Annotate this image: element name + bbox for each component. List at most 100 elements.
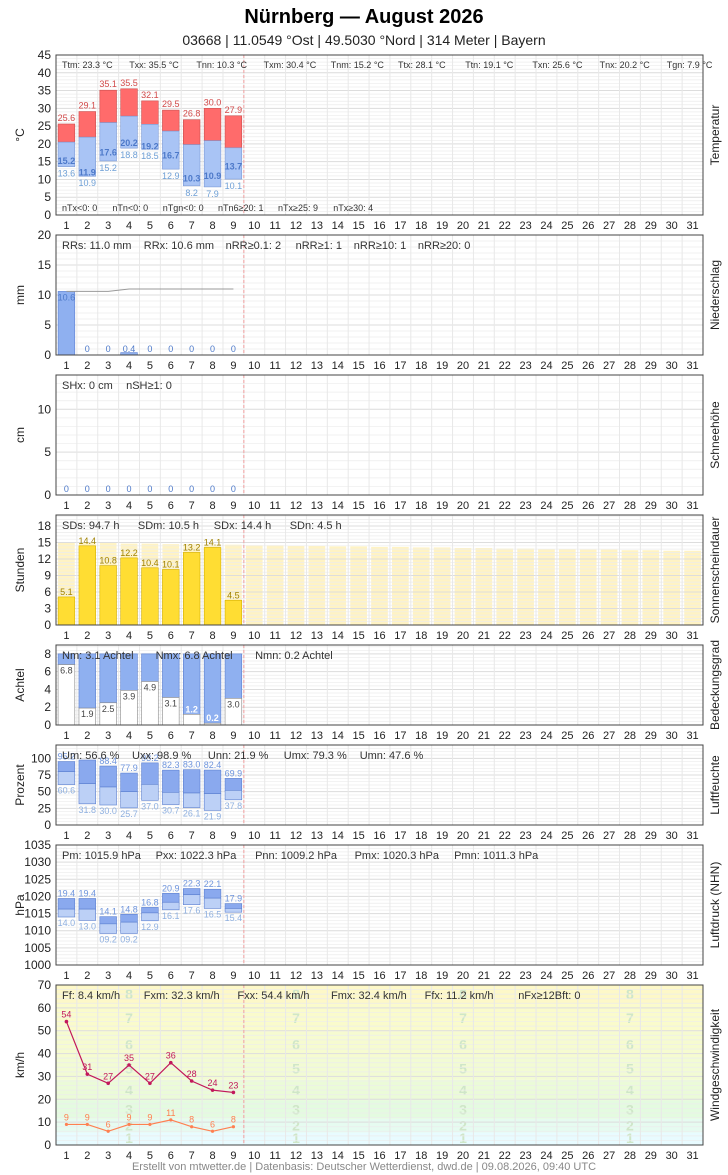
humidity-xtick: 21 bbox=[478, 830, 490, 842]
temperature-xtick: 5 bbox=[147, 220, 153, 232]
precipitation-xtick: 17 bbox=[394, 360, 406, 372]
humidity-xtick: 7 bbox=[189, 830, 195, 842]
pressure-stat: Pmn: 1011.3 hPa bbox=[454, 850, 539, 862]
snow-xtick: 31 bbox=[686, 500, 698, 512]
wind-mean-label: 8 bbox=[231, 1115, 236, 1125]
humidity-lower-bar bbox=[99, 786, 117, 806]
wind-xtick: 22 bbox=[499, 1150, 511, 1162]
temperature-mean-bar bbox=[99, 122, 117, 162]
precipitation-ytick: 20 bbox=[38, 228, 52, 242]
humidity-min-label: 25.7 bbox=[120, 809, 138, 819]
temperature-ground-min-label: 10.1 bbox=[225, 181, 243, 191]
snow-frame bbox=[55, 374, 704, 496]
wind-gust-label: 31 bbox=[82, 1062, 92, 1072]
humidity-max-label: 83.0 bbox=[183, 760, 201, 770]
sunshine-ytick: 12 bbox=[38, 552, 52, 566]
temperature-frame bbox=[55, 54, 704, 216]
wind-xtick: 18 bbox=[415, 1150, 427, 1162]
wind-stat: Fxx: 54.4 km/h bbox=[237, 990, 309, 1002]
humidity-ytick: 75 bbox=[38, 768, 52, 782]
pressure-side-label: Luftdruck (NHN) bbox=[708, 862, 722, 949]
temperature-stat: Txn: 25.6 °C bbox=[532, 60, 583, 70]
temperature-tmin-label: 10.9 bbox=[204, 171, 222, 181]
humidity-stat: Umx: 79.3 % bbox=[284, 750, 347, 762]
sunshine-climate-bar bbox=[475, 548, 493, 625]
wind-xtick: 7 bbox=[189, 1150, 195, 1162]
sunshine-xtick: 22 bbox=[499, 630, 511, 642]
humidity-max-label: 88.4 bbox=[99, 756, 117, 766]
sunshine-stat: SDm: 10.5 h bbox=[138, 520, 199, 532]
cloud-xtick: 4 bbox=[126, 730, 132, 742]
precipitation-frame bbox=[55, 234, 704, 356]
snow-label: 0 bbox=[189, 484, 194, 494]
temperature-max-label: 26.8 bbox=[183, 109, 201, 119]
temperature-ground-min-label: 15.2 bbox=[99, 163, 117, 173]
precipitation-cumulative-line bbox=[66, 288, 234, 292]
sunshine-xtick: 27 bbox=[603, 630, 615, 642]
pressure-stat: Pnn: 1009.2 hPa bbox=[255, 850, 338, 862]
precipitation-xtick: 7 bbox=[189, 360, 195, 372]
temperature-xtick: 6 bbox=[168, 220, 174, 232]
cloud-ytick: 0 bbox=[44, 718, 51, 732]
precipitation-xtick: 8 bbox=[209, 360, 215, 372]
sunshine-xtick: 1 bbox=[63, 630, 69, 642]
precipitation-xtick: 13 bbox=[311, 360, 323, 372]
wind-mean-label: 9 bbox=[64, 1112, 69, 1122]
wind-beaufort-label: 7 bbox=[125, 1010, 133, 1026]
temperature-ytick: 25 bbox=[38, 119, 52, 133]
humidity-ytick: 100 bbox=[31, 751, 51, 765]
temperature-tmin-label: 19.2 bbox=[141, 142, 159, 152]
humidity-ytick: 50 bbox=[38, 785, 52, 799]
pressure-ytick: 1035 bbox=[24, 838, 51, 852]
pressure-lower-bar bbox=[203, 897, 222, 909]
pressure-max-label: 19.4 bbox=[79, 888, 97, 898]
pressure-ytick: 1030 bbox=[24, 855, 51, 869]
wind-gust-point bbox=[106, 1081, 110, 1086]
sunshine-xtick: 19 bbox=[436, 630, 448, 642]
snow-xtick: 5 bbox=[147, 500, 153, 512]
sunshine-xtick: 29 bbox=[645, 630, 657, 642]
humidity-lower-bar bbox=[183, 792, 201, 808]
cloud-label: 6.8 bbox=[60, 666, 73, 676]
humidity-xtick: 1 bbox=[63, 830, 69, 842]
wind-mean-label: 6 bbox=[210, 1119, 215, 1129]
precipitation-xtick: 28 bbox=[624, 360, 636, 372]
pressure-frame bbox=[55, 844, 704, 966]
cloud-xtick: 2 bbox=[84, 730, 90, 742]
wind-gust-point bbox=[168, 1060, 173, 1065]
temperature-max-bar bbox=[120, 88, 138, 117]
sunshine-climate-bar bbox=[600, 549, 618, 625]
humidity-lower-bar bbox=[120, 791, 138, 809]
cloud-xtick: 19 bbox=[436, 730, 448, 742]
wind-beaufort-label: 2 bbox=[292, 1118, 300, 1134]
cloud-xtick: 8 bbox=[209, 730, 215, 742]
sunshine-label: 14.4 bbox=[79, 536, 97, 546]
temperature-max-bar bbox=[57, 123, 76, 143]
snow-label: 0 bbox=[231, 484, 236, 494]
sunshine-bar bbox=[99, 565, 117, 626]
cloud-xtick: 10 bbox=[248, 730, 260, 742]
cloud-xtick: 20 bbox=[457, 730, 469, 742]
sunshine-xtick: 8 bbox=[209, 630, 215, 642]
temperature-max-label: 29.5 bbox=[162, 99, 180, 109]
wind-ytick: 70 bbox=[38, 978, 52, 992]
temperature-max-label: 32.1 bbox=[141, 90, 159, 100]
cloud-side-label: Bedeckungsgrad bbox=[708, 640, 722, 730]
sunshine-xtick: 13 bbox=[311, 630, 323, 642]
cloud-label: 1.9 bbox=[81, 709, 94, 719]
temperature-xtick: 3 bbox=[105, 220, 111, 232]
pressure-max-label: 20.9 bbox=[162, 883, 180, 893]
wind-ytick: 20 bbox=[38, 1092, 52, 1106]
pressure-xtick: 14 bbox=[332, 970, 344, 982]
precipitation-xtick: 12 bbox=[290, 360, 302, 372]
snow-xtick: 26 bbox=[582, 500, 594, 512]
humidity-xtick: 26 bbox=[582, 830, 594, 842]
wind-beaufort-label: 3 bbox=[626, 1102, 634, 1118]
precipitation-label: 0.4 bbox=[123, 344, 136, 354]
humidity-xtick: 14 bbox=[332, 830, 344, 842]
temperature-stat: Txm: 30.4 °C bbox=[264, 60, 317, 70]
pressure-lower-bar bbox=[120, 921, 138, 934]
wind-stat: Ff: 8.4 km/h bbox=[62, 990, 120, 1002]
sunshine-ytick: 3 bbox=[44, 602, 51, 616]
snow-ytick: 10 bbox=[38, 402, 52, 416]
